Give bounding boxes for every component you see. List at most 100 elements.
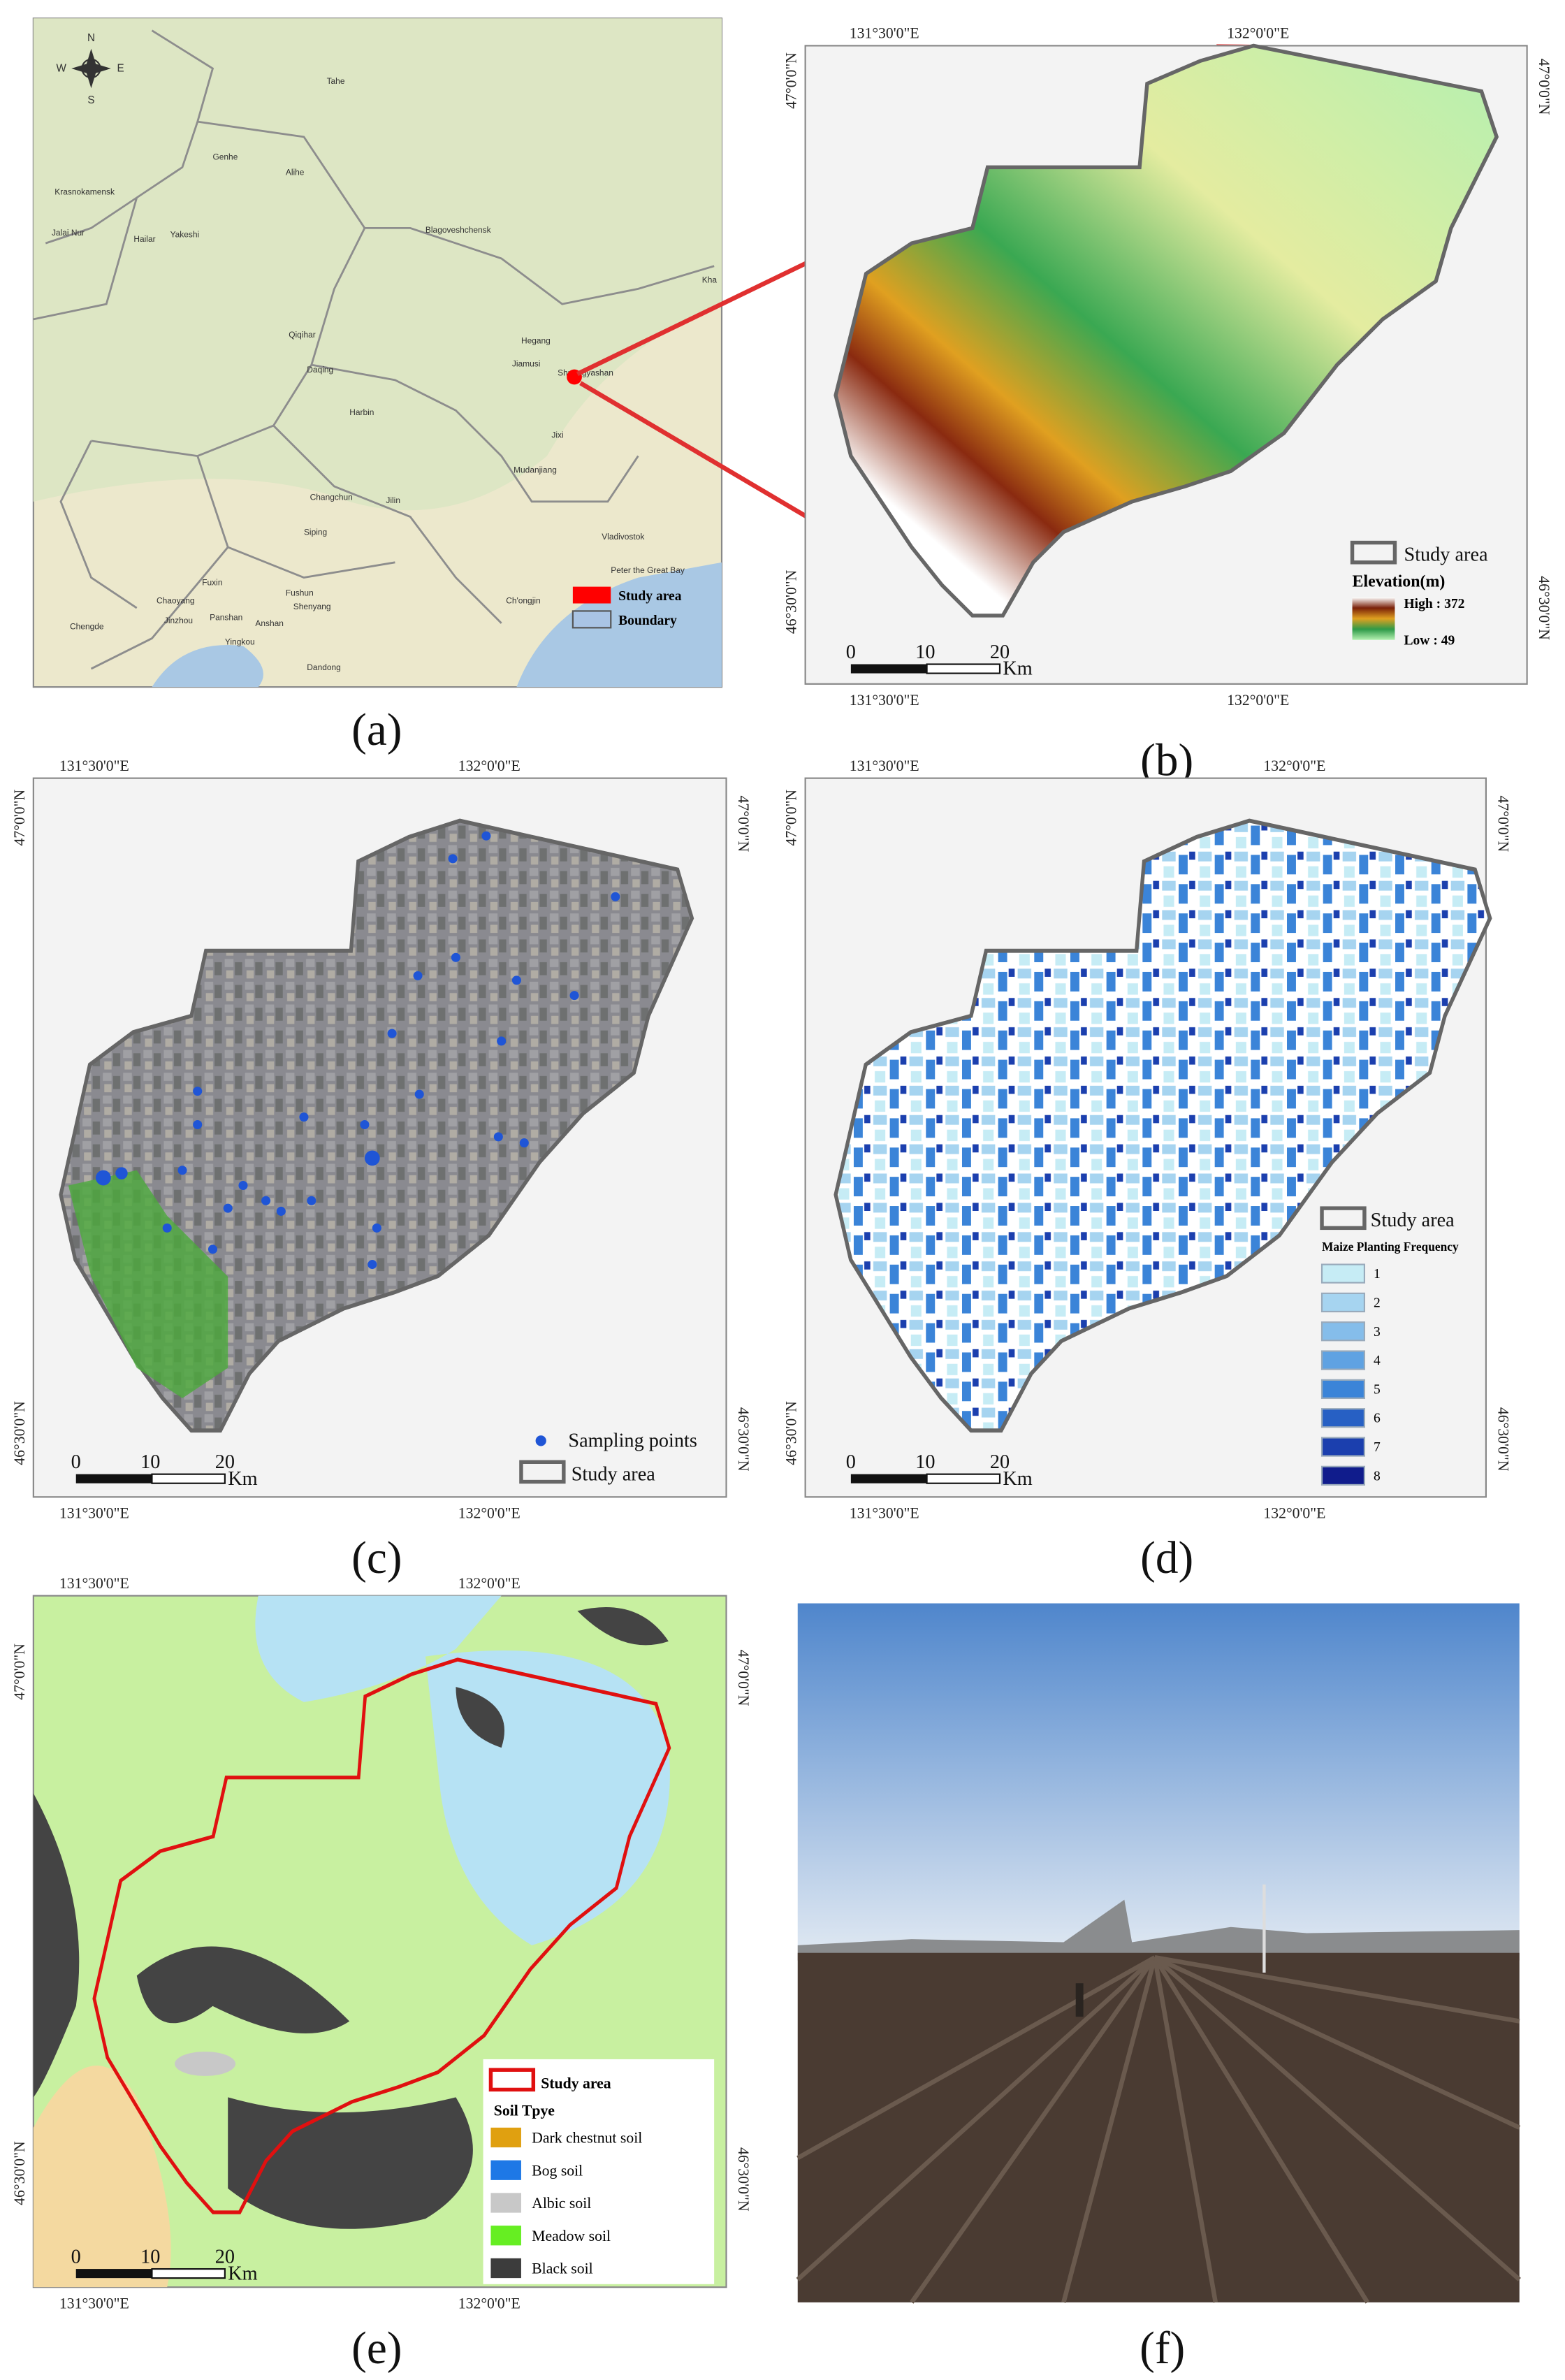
shape-circle [193,1119,203,1130]
lon-label: 132°0'0"E [458,1505,521,1522]
shape-circle [208,1245,217,1254]
shape-path [71,48,111,89]
place-name: Kha [702,275,718,285]
legend-label: Albic soil [532,2195,591,2212]
lon-label: 131°30'0"E [850,25,919,42]
place-name: Chengde [70,622,104,632]
scale-bar-white [151,2267,226,2279]
lat-label: 46°30'0"N [783,1401,800,1465]
legend-label: 3 [1374,1325,1381,1340]
lat-label: 47°0'0"N [1536,59,1552,115]
legend-label: 2 [1374,1296,1381,1310]
skyline [797,1899,1520,1961]
scale-tick: 0 [846,1451,856,1473]
legend-label: Study area [1404,544,1488,566]
shape-circle [276,1206,286,1216]
legend-label: Black soil [532,2261,593,2277]
panel-label: (e) [351,2323,402,2374]
boundary-lines [33,29,715,670]
shape-line [1154,1955,1520,2024]
scale-tick: 20 [990,641,1010,663]
shape-circle [162,1223,172,1233]
legend-label: 8 [1374,1469,1381,1483]
shape-circle [177,1166,187,1175]
shape-circle [367,1260,377,1270]
legend-label: 7 [1374,1440,1381,1455]
shape-line [1061,1957,1157,2303]
shape-circle [451,952,460,962]
legend-title: Soil Tpye [494,2102,555,2119]
shape-line [1153,1956,1370,2304]
sky [797,1603,1520,1953]
scale-bar-black [850,664,927,674]
lat-label: 47°0'0"N [735,796,752,852]
legend-label: Sampling points [568,1430,697,1452]
place-name: Krasnokamensk [54,187,115,197]
graticule: 131°30'0"E 131°30'0"E 132°0'0"E 132°0'0"E 47… [11,25,1552,2312]
lat-label: 47°0'0"N [1494,796,1511,852]
lon-label: 132°0'0"E [1227,692,1289,709]
shape-circle [238,1180,248,1190]
scale-unit: Km [1003,1468,1032,1490]
panel-d: Study area Maize Planting Frequency 1 2 3 4… [804,777,1490,1583]
shape-circle [96,1170,111,1186]
lon-label: 131°30'0"E [59,2295,129,2312]
lon-label: 131°30'0"E [59,1575,129,1592]
panel-label: (f) [1140,2323,1185,2374]
shape-line [1153,1955,1521,2130]
lon-label: 132°0'0"E [458,757,521,774]
shape-circle [261,1196,271,1205]
shape-circle [519,1138,529,1148]
lon-label: 131°30'0"E [59,757,129,774]
maize-legend: 1 2 3 4 5 6 7 8 [1320,1263,1381,1486]
vegetation [33,18,722,511]
legend-swatch [490,2226,521,2246]
legend-high: High : 372 [1404,597,1464,611]
scale-tick: 0 [846,641,856,663]
shape-circle [387,1029,397,1038]
legend-label: Study area [572,1463,656,1485]
legend-swatch [1320,1437,1366,1457]
scale-tick: 10 [915,641,935,663]
field [797,1952,1520,2302]
lon-label: 131°30'0"E [850,757,919,774]
shape-circle [414,1089,424,1099]
place-name: Genhe [212,152,238,162]
compass-n: N [87,32,95,44]
legend-label: Study area [618,589,682,604]
scale-bar-black [75,2269,152,2279]
legend-swatch [490,2193,521,2213]
shape-circle [81,58,101,79]
shape-circle [372,1223,381,1233]
legend-outline [488,2068,536,2092]
scale-tick: 20 [215,2246,235,2267]
compass-e: E [117,62,124,74]
panel-f: (f) [796,1603,1521,2374]
legend-swatch [1320,1465,1366,1486]
legend-point [535,1435,546,1446]
scale-unit: Km [1003,658,1032,680]
legend-label: Study area [1371,1210,1455,1231]
lon-label: 132°0'0"E [458,1575,521,1592]
place-name: Vladivostok [602,532,644,542]
lon-label: 132°0'0"E [1263,757,1325,774]
legend-label: Dark chestnut soil [532,2130,642,2147]
panel-label: (c) [351,1533,402,1583]
place-name: Dandong [307,662,341,672]
soil-legend: Dark chestnut soil Bog soil Albic soil Mead… [490,2127,642,2279]
place-name: Tahe [327,76,345,86]
place-name: Mudanjiang [514,465,557,475]
shape-circle [569,991,579,1001]
legend-low: Low : 49 [1404,633,1455,648]
shape-line [796,1955,1156,2161]
scale-tick: 10 [915,1451,935,1473]
place-name: Chaoyang [156,596,195,606]
person [1075,1983,1084,2017]
place-name: Jinzhou [164,616,193,625]
scale-tick: 20 [215,1451,235,1473]
place-name: Blagoveshchensk [425,225,491,235]
panel-c: Sampling points Study area (c) [32,777,727,1583]
legend-swatch [1320,1292,1366,1313]
shape-circle [511,975,521,985]
